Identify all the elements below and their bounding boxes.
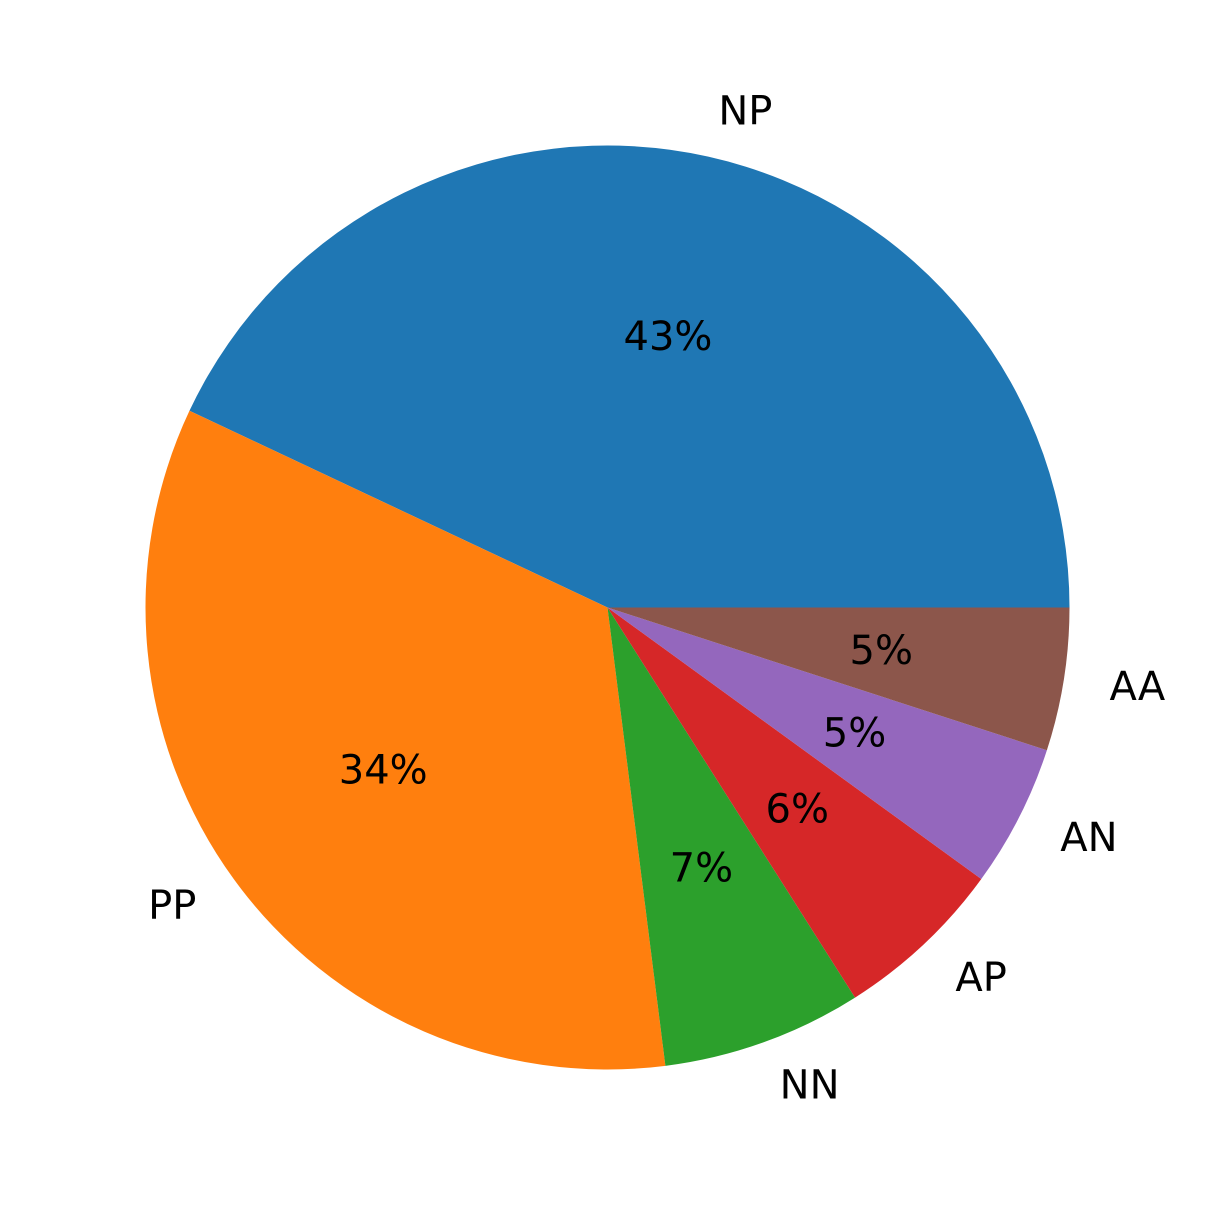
pie-slice-nn	[607, 607, 856, 1066]
pie-slice-ap	[607, 607, 982, 998]
percent-label-np: 43%	[624, 314, 713, 360]
slice-label-aa: AA	[1109, 664, 1165, 710]
percent-label-nn: 7%	[670, 845, 733, 891]
pie-slice-an	[607, 607, 1047, 880]
pie-slices	[145, 145, 1070, 1070]
percent-label-ap: 6%	[766, 787, 829, 833]
slice-label-ap: AP	[955, 955, 1006, 1001]
percent-label-pp: 34%	[339, 747, 428, 793]
percent-label-an: 5%	[823, 710, 886, 756]
pie-slice-pp	[145, 410, 666, 1070]
slice-label-nn: NN	[780, 1063, 840, 1109]
pie-slice-np	[189, 145, 1070, 608]
slice-label-an: AN	[1060, 815, 1117, 861]
pie-labels: NP 43% PP 34% NN 7% AP 6% AN 5% AA 5%	[148, 89, 1166, 1109]
percent-label-aa: 5%	[850, 628, 913, 674]
slice-label-np: NP	[718, 89, 772, 135]
slice-label-pp: PP	[148, 883, 196, 929]
pie-slice-aa	[607, 607, 1070, 751]
